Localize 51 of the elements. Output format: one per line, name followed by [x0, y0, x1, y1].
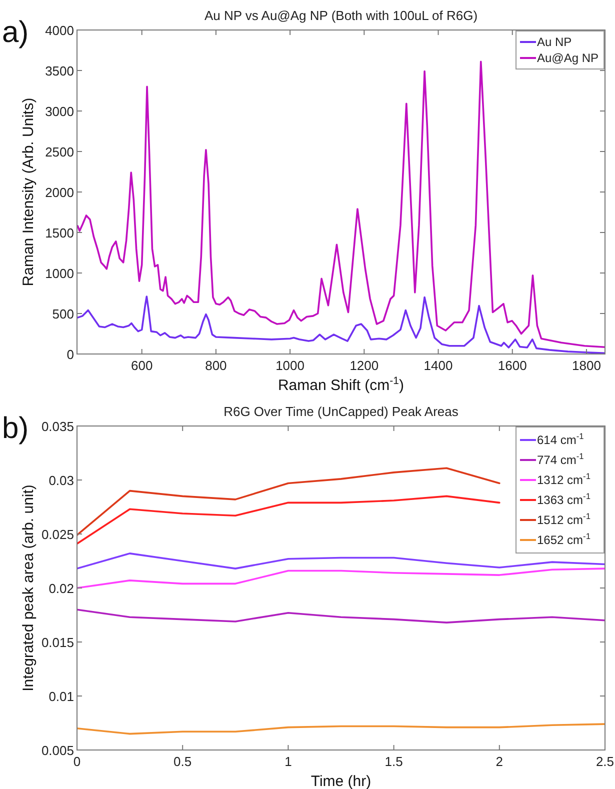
legend-label: 1363 cm$^{-1}$: [537, 491, 591, 507]
y-axis-title: Integrated peak area (arb. unit): [20, 484, 37, 692]
legend-label: 1652 cm$^{-1}$: [537, 531, 591, 547]
y-tick-label: 2000: [45, 185, 74, 200]
chart-title: R6G Over Time (UnCapped) Peak Areas: [224, 404, 459, 419]
y-tick-label: 3000: [45, 104, 74, 119]
y-tick-label: 500: [52, 306, 74, 322]
x-tick-label: 2: [496, 754, 504, 769]
y-tick-label: 0.025: [41, 527, 74, 542]
x-tick-label: 1200: [350, 358, 379, 373]
y-tick-label: 0.01: [48, 689, 74, 704]
y-tick-label: 0.005: [41, 743, 74, 758]
x-axis-title: Time (hr): [310, 773, 372, 789]
x-tick-label: 1600: [498, 358, 527, 373]
x-axis-title: Raman Shift (cm$^{-1}$): [278, 375, 404, 394]
x-tick-label: 800: [205, 358, 227, 373]
line-series: [77, 568, 605, 589]
legend-label: Au@Ag NP: [537, 51, 599, 65]
line-series: [77, 723, 605, 735]
x-tick-label: 1800: [572, 358, 601, 373]
line-series: [77, 467, 500, 536]
x-tick-label: 1000: [276, 358, 305, 373]
legend-label: 1512 cm$^{-1}$: [537, 511, 591, 527]
y-tick-label: 1500: [45, 226, 74, 240]
line-series: [77, 296, 605, 354]
y-tick-label: 0.03: [48, 473, 74, 488]
y-tick-label: 0.02: [48, 581, 74, 596]
y-tick-label: 2500: [45, 144, 74, 160]
y-tick-label: 1000: [45, 266, 74, 281]
x-tick-label: 2.5: [596, 754, 614, 769]
x-tick-label: 600: [130, 358, 153, 373]
text: a): [2, 16, 29, 49]
y-tick-label: 0.035: [41, 419, 74, 434]
x-tick-label: 0.5: [174, 754, 192, 769]
line-series: [77, 552, 605, 570]
legend-label: 614 cm$^{-1}$: [537, 431, 584, 447]
x-tick-label: 1.5: [384, 754, 403, 769]
line-series: [77, 495, 500, 545]
legend-label: 1312 cm$^{-1}$: [537, 471, 591, 487]
y-axis-title: Raman Intensity (Arb. Units): [20, 98, 37, 286]
text: b): [2, 412, 29, 445]
legend-label: Au NP: [537, 35, 572, 49]
chart-title: Au NP vs Au@Ag NP (Both with 100uL of R6G): [204, 8, 478, 23]
y-tick-label: 0.015: [41, 635, 74, 650]
legend-label: 774 cm$^{-1}$: [537, 451, 584, 467]
y-tick-label: 4000: [45, 23, 74, 38]
y-tick-label: 3500: [45, 64, 74, 78]
y-tick-label: 0: [66, 347, 74, 362]
x-tick-label: 1: [284, 754, 292, 769]
line-series: [77, 608, 605, 624]
x-tick-label: 1400: [424, 358, 453, 373]
